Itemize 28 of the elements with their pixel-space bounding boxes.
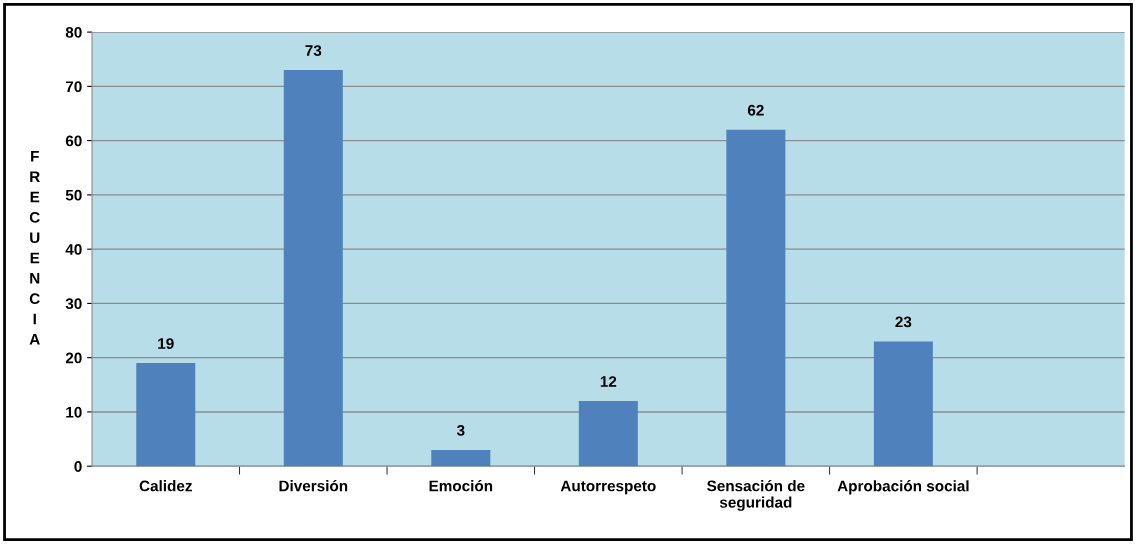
- data-label: 23: [895, 316, 912, 328]
- x-tick-label: Aprobación social: [837, 480, 969, 495]
- data-label: 12: [600, 376, 617, 387]
- text: FRECUENCIA: [29, 151, 40, 345]
- bar: [578, 401, 638, 467]
- y-tick-label: 70: [65, 81, 82, 93]
- bar: [283, 70, 343, 467]
- bar: [873, 341, 933, 467]
- data-label: 19: [158, 338, 174, 349]
- y-tick-label: 40: [65, 244, 82, 255]
- x-tick-label: Calidez: [139, 480, 192, 492]
- x-tick-label: Sensación de seguridad: [707, 479, 805, 511]
- x-tick-label: Autorrespeto: [560, 480, 656, 495]
- x-tick-label: Emoción: [429, 479, 493, 492]
- data-label: 73: [305, 45, 322, 56]
- y-tick-label: 20: [65, 352, 82, 364]
- bar: [726, 129, 786, 467]
- bar: [136, 363, 196, 467]
- y-tick-label: 50: [65, 189, 82, 201]
- data-label: 62: [747, 104, 764, 116]
- y-tick-label: 0: [74, 461, 82, 472]
- y-tick-label: 30: [65, 298, 82, 310]
- y-tick-label: 10: [66, 406, 82, 418]
- y-tick-label: 80: [65, 26, 82, 38]
- y-tick-label: 60: [65, 135, 82, 147]
- bar: [431, 449, 491, 467]
- data-label: 3: [456, 424, 465, 436]
- x-tick-label: Diversión: [279, 479, 348, 492]
